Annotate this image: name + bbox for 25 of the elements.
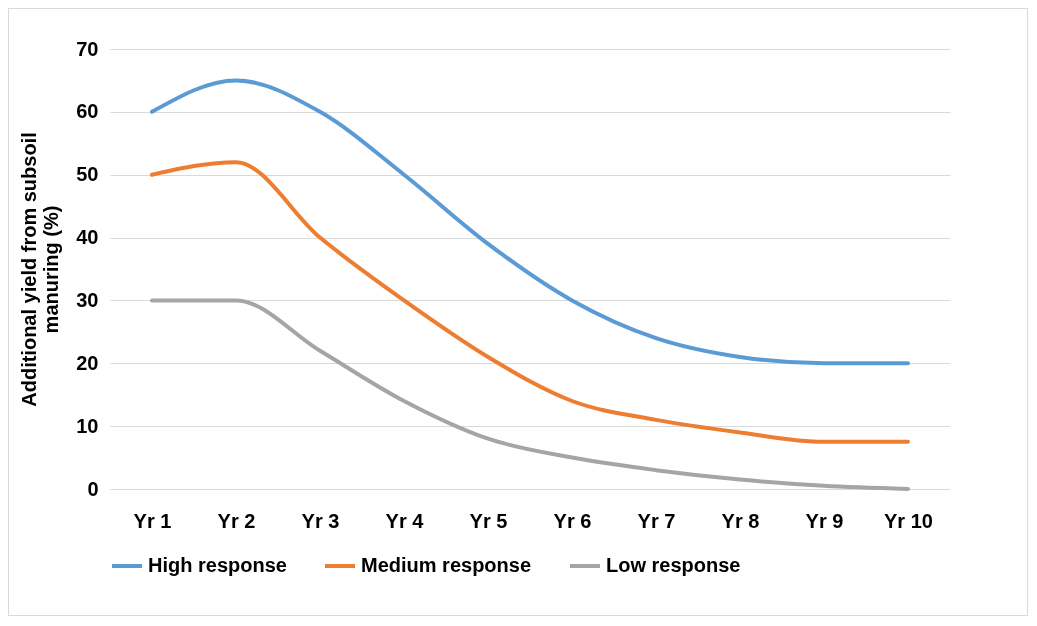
- x-tick-label: Yr 9: [805, 509, 844, 532]
- legend-label: Low response: [606, 554, 741, 576]
- y-tick-label: 40: [76, 226, 99, 249]
- legend-label: Medium response: [361, 554, 532, 576]
- x-tick-label: Yr 10: [884, 509, 933, 532]
- y-tick-label: 20: [76, 351, 99, 374]
- y-axis-title: Additional yield from subsoil manuring (%): [18, 132, 63, 407]
- x-tick-label: Yr 5: [469, 509, 508, 532]
- legend-label: High response: [148, 554, 287, 576]
- line-series: [150, 298, 910, 491]
- line-series: [150, 160, 910, 444]
- x-tick-label: Yr 2: [217, 509, 256, 532]
- x-tick-label: Yr 7: [637, 509, 676, 532]
- y-tick-label: 0: [87, 477, 99, 500]
- x-tick-label: Yr 1: [133, 509, 172, 532]
- x-tick-label: Yr 8: [721, 509, 760, 532]
- line-series: [150, 78, 910, 366]
- y-tick-label: 50: [76, 163, 99, 186]
- x-tick-label: Yr 4: [385, 509, 425, 532]
- y-tick-label: 70: [76, 37, 99, 60]
- x-tick-label: Yr 6: [553, 509, 592, 532]
- x-tick-label: Yr 3: [301, 509, 340, 532]
- y-tick-label: 30: [76, 288, 99, 311]
- y-tick-label: 60: [76, 100, 99, 123]
- y-tick-label: 10: [76, 414, 99, 437]
